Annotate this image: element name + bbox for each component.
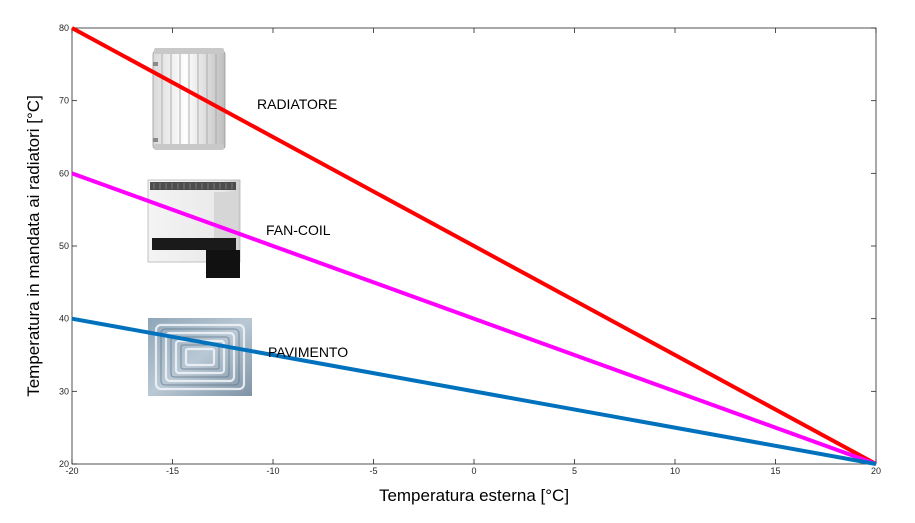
y-tick-label: 70 [59,96,69,106]
tick-marks [71,27,877,465]
x-axis-title: Temperatura esterna [°C] [379,486,569,505]
underfloor-heating-icon [148,318,252,396]
x-tick-label: 20 [871,466,881,476]
radiator-icon [152,48,226,150]
series-label-fan-coil: FAN-COIL [266,222,331,238]
x-tick-label: -5 [369,466,377,476]
y-tick-label: 30 [59,386,69,396]
x-tick-label: 0 [471,466,476,476]
y-tick-label: 60 [59,168,69,178]
series-lines [71,26,877,466]
x-tick-label: -20 [65,466,78,476]
x-tick-label: -15 [166,466,179,476]
series-label-radiatore: RADIATORE [257,96,337,112]
tick-labels: -20 -15 -10 -5 0 5 10 15 20 20 30 40 50 60 70 80 [59,23,881,476]
x-tick-label: 5 [572,466,577,476]
y-tick-label: 20 [59,459,69,469]
y-tick-label: 50 [59,241,69,251]
series-line-radiatore [71,26,877,466]
x-tick-label: 15 [770,466,780,476]
series-line-pavimento [71,316,877,466]
y-axis-title: Temperatura in mandata ai radiatori [°C] [24,95,43,397]
y-tick-label: 40 [59,314,69,324]
series-line-fan-coil [71,171,877,466]
fan-coil-icon [147,179,241,278]
x-tick-label: 10 [670,466,680,476]
y-tick-label: 80 [59,23,69,33]
x-tick-label: -10 [266,466,279,476]
series-label-pavimento: PAVIMENTO [268,344,348,360]
